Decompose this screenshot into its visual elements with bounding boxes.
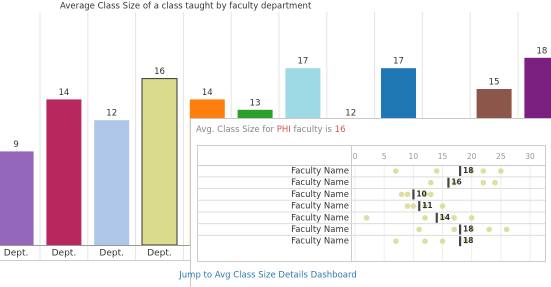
x-tick-label: 0 (353, 152, 358, 161)
median-marker (459, 166, 462, 176)
value-label: 17 (297, 57, 308, 67)
dot (451, 215, 457, 221)
value-label: 14 (202, 88, 213, 98)
dot (410, 203, 417, 209)
dot (433, 168, 440, 174)
dot (468, 215, 475, 221)
dot (404, 191, 411, 198)
dot (498, 168, 504, 174)
dot (404, 203, 411, 209)
value-label: 14 (58, 88, 69, 98)
median-marker (447, 177, 450, 188)
median-label: 14 (440, 213, 450, 222)
dot (439, 215, 446, 221)
value-label: 18 (536, 46, 547, 56)
value-label: 15 (489, 78, 500, 88)
x-tick-label: Dept. (99, 249, 124, 259)
dot (480, 168, 487, 174)
bar (0, 151, 34, 245)
dot (416, 226, 422, 233)
x-tick-label: Dept. (147, 249, 172, 259)
bar (94, 120, 130, 245)
tooltip-text: Avg. Class Size for PHI faculty is 16 (196, 125, 346, 135)
row-label: Faculty Name (291, 190, 349, 200)
x-tick-label: 30 (525, 152, 535, 161)
value-label: 16 (154, 67, 165, 77)
row-label: Faculty Name (291, 213, 349, 223)
x-tick-label: 15 (438, 152, 448, 161)
dot (422, 191, 428, 198)
dot (463, 238, 469, 244)
dot (428, 191, 434, 198)
median-marker (435, 212, 438, 223)
row-label: Faculty Name (291, 202, 349, 212)
dot (439, 238, 446, 244)
dot (439, 203, 446, 209)
dot (363, 215, 370, 221)
row-label: Faculty Name (291, 178, 349, 188)
x-tick-label: 10 (409, 152, 419, 161)
dot (503, 226, 510, 233)
value-label: 13 (250, 98, 261, 108)
median-label: 11 (422, 201, 432, 210)
median-marker (459, 224, 462, 235)
value-label: 12 (106, 109, 117, 119)
dot (422, 215, 428, 221)
tooltip-text-part: faculty is (291, 125, 335, 135)
x-tick-label: 25 (496, 152, 506, 161)
median-label: 18 (463, 225, 473, 234)
tooltip-box (190, 118, 551, 287)
dot (393, 238, 399, 244)
dot (422, 203, 428, 209)
dot (451, 179, 457, 186)
x-tick-label: Dept. (4, 249, 29, 259)
dot (422, 238, 428, 244)
row-label: Faculty Name (291, 167, 349, 177)
median-label: 18 (463, 236, 473, 245)
bar (46, 99, 82, 246)
dot (451, 226, 457, 233)
dashboard-link[interactable]: Jump to Avg Class Size Details Dashboard (178, 271, 356, 281)
dot (486, 226, 492, 233)
median-marker (459, 236, 462, 247)
tooltip-highlight: 16 (335, 125, 346, 135)
row-label: Faculty Name (291, 237, 349, 247)
value-label: 12 (345, 109, 356, 119)
tooltip: Avg. Class Size for PHI faculty is 16 Ju… (178, 118, 551, 287)
dot (468, 226, 475, 233)
median-marker (412, 189, 415, 200)
median-marker (418, 201, 421, 212)
chart-title: Average Class Size of a class taught by … (60, 2, 312, 12)
tooltip-text-part: Avg. Class Size for (196, 125, 277, 135)
value-label: 9 (13, 140, 18, 150)
median-label: 18 (463, 166, 473, 175)
dot (393, 168, 399, 174)
dot (428, 179, 434, 186)
value-label: 17 (393, 57, 404, 67)
x-tick-label: 20 (467, 152, 477, 161)
mini-chart-frame (197, 145, 546, 262)
tooltip-highlight: PHI (277, 125, 291, 135)
dot (480, 179, 487, 186)
x-tick-label: 5 (382, 152, 387, 161)
x-tick-label: Dept. (52, 249, 77, 259)
dot (468, 168, 475, 174)
dot (492, 179, 498, 186)
median-label: 16 (451, 178, 461, 187)
median-label: 10 (416, 189, 426, 198)
bar (141, 78, 178, 246)
row-label: Faculty Name (291, 225, 349, 235)
dot (398, 191, 405, 198)
